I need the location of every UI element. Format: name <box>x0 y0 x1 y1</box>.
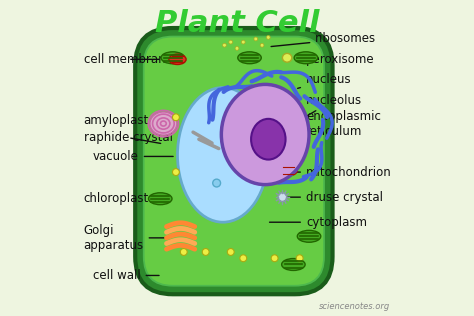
Ellipse shape <box>240 255 246 262</box>
Ellipse shape <box>282 258 305 270</box>
Ellipse shape <box>169 54 186 64</box>
Ellipse shape <box>180 248 187 255</box>
FancyBboxPatch shape <box>135 28 333 294</box>
Text: Plant Cell: Plant Cell <box>155 9 319 38</box>
Text: ribosomes: ribosomes <box>271 33 376 46</box>
Ellipse shape <box>294 52 318 64</box>
Ellipse shape <box>223 43 227 47</box>
Ellipse shape <box>297 230 321 242</box>
Ellipse shape <box>148 193 172 205</box>
Ellipse shape <box>173 169 179 176</box>
Ellipse shape <box>229 40 233 44</box>
Ellipse shape <box>238 52 261 64</box>
Ellipse shape <box>177 88 268 222</box>
Text: cell wall: cell wall <box>93 269 159 282</box>
Ellipse shape <box>254 37 258 41</box>
Ellipse shape <box>221 84 309 185</box>
Ellipse shape <box>241 40 245 44</box>
Text: amyloplast: amyloplast <box>83 114 161 127</box>
Ellipse shape <box>260 43 264 47</box>
FancyBboxPatch shape <box>145 37 323 285</box>
Ellipse shape <box>278 193 287 202</box>
Ellipse shape <box>283 53 292 62</box>
Ellipse shape <box>271 255 278 262</box>
Ellipse shape <box>150 112 177 135</box>
FancyBboxPatch shape <box>141 34 326 288</box>
Text: nucleolus: nucleolus <box>291 94 362 125</box>
Text: endoplasmic
reticulum: endoplasmic reticulum <box>288 110 381 146</box>
Ellipse shape <box>202 248 209 255</box>
Ellipse shape <box>161 52 184 64</box>
Text: vacuole: vacuole <box>93 150 173 163</box>
Text: chloroplast: chloroplast <box>83 192 161 205</box>
Text: cell membrane: cell membrane <box>83 53 173 66</box>
Ellipse shape <box>173 114 179 121</box>
Ellipse shape <box>280 165 297 176</box>
Ellipse shape <box>251 119 285 160</box>
Ellipse shape <box>266 35 270 39</box>
Ellipse shape <box>235 46 239 50</box>
Text: cytoplasm: cytoplasm <box>270 216 367 229</box>
Ellipse shape <box>296 255 303 262</box>
Ellipse shape <box>228 248 234 255</box>
Text: peroxisome: peroxisome <box>298 53 374 66</box>
Text: Golgi
apparatus: Golgi apparatus <box>83 224 168 252</box>
Text: nucleus: nucleus <box>298 73 352 88</box>
Text: druse crystal: druse crystal <box>285 191 383 204</box>
Text: sciencenotes.org: sciencenotes.org <box>319 302 391 312</box>
Ellipse shape <box>213 179 220 187</box>
Text: raphide crystal: raphide crystal <box>83 131 173 144</box>
Text: mitochondrion: mitochondrion <box>293 166 392 179</box>
